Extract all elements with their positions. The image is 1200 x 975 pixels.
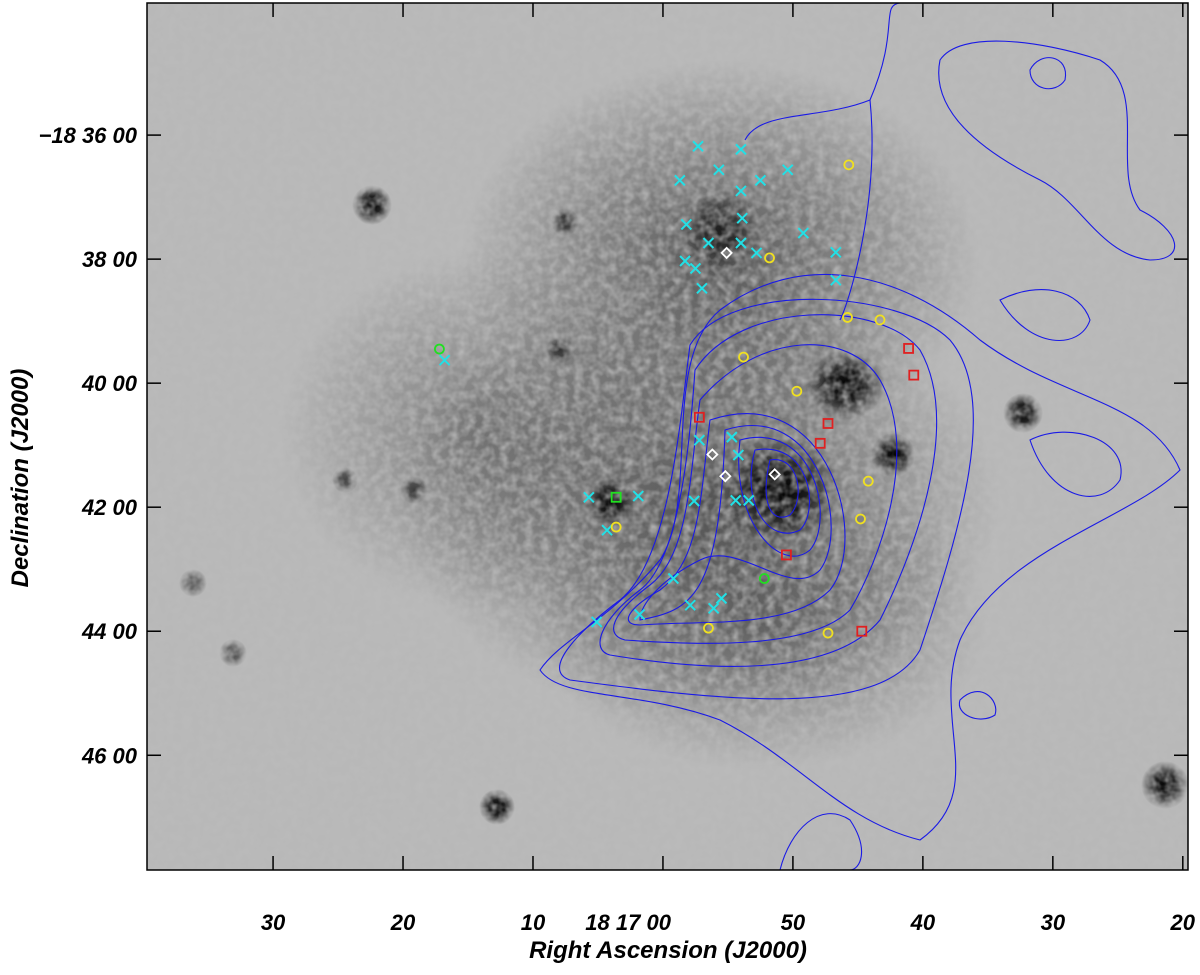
cross-marker — [438, 354, 451, 366]
diamond-marker — [768, 468, 781, 481]
cross-marker — [696, 282, 708, 294]
cross-marker — [674, 174, 686, 187]
circle-marker — [791, 385, 803, 397]
y-tick-label: 46 00 — [81, 743, 138, 768]
y-tick-label: 42 00 — [81, 495, 138, 520]
cross-marker — [707, 602, 720, 614]
cross-marker — [689, 262, 702, 275]
square-marker — [822, 418, 834, 429]
circle-marker — [822, 627, 834, 639]
cross-marker — [743, 494, 755, 507]
cross-marker — [736, 212, 748, 224]
cross-marker — [735, 237, 747, 249]
x-tick-label: 30 — [1041, 910, 1066, 935]
square-marker — [814, 437, 826, 449]
circle-marker — [764, 252, 775, 264]
cross-marker — [726, 431, 738, 443]
y-axis-title: Declination (J2000) — [7, 369, 34, 588]
cross-marker — [830, 274, 842, 286]
cross-marker — [667, 572, 680, 585]
cross-marker — [730, 494, 742, 507]
y-tick-label: 38 00 — [82, 247, 138, 272]
cross-marker — [601, 524, 613, 536]
plot-frame — [146, 2, 1189, 871]
circle-marker — [843, 159, 855, 171]
cross-marker — [782, 164, 794, 176]
cross-marker — [679, 255, 691, 267]
square-marker — [781, 549, 792, 561]
x-tick-label: 40 — [910, 910, 936, 935]
circle-marker — [758, 573, 770, 584]
y-tick-label: 44 00 — [81, 619, 138, 644]
square-marker — [693, 411, 705, 423]
square-marker — [908, 369, 920, 381]
cross-marker — [583, 491, 595, 503]
cross-marker — [680, 218, 693, 231]
cross-marker — [632, 490, 644, 502]
y-tick-label: −18 36 00 — [39, 123, 138, 148]
x-tick-label: 18 17 00 — [585, 910, 671, 935]
circle-marker — [862, 475, 874, 487]
circle-marker — [842, 312, 853, 323]
contours — [539, 3, 1181, 870]
circle-marker — [738, 351, 749, 363]
sky-image — [147, 3, 1188, 870]
cross-marker — [735, 143, 747, 156]
x-tick-label: 10 — [521, 910, 546, 935]
cross-marker — [688, 495, 700, 507]
cross-marker — [692, 140, 704, 152]
x-axis-title: Right Ascension (J2000) — [529, 937, 807, 964]
circle-marker — [855, 513, 866, 525]
x-tick-label: 30 — [261, 910, 286, 935]
square-marker — [903, 343, 914, 354]
cross-marker — [750, 247, 763, 259]
cross-marker — [702, 237, 715, 249]
square-marker — [610, 491, 622, 503]
x-tick-label: 20 — [390, 910, 416, 935]
x-tick-label: 20 — [1170, 910, 1196, 935]
cross-marker — [735, 185, 747, 197]
cross-marker — [754, 174, 767, 187]
cross-marker — [693, 434, 706, 446]
circle-marker — [434, 343, 445, 355]
circle-marker — [703, 622, 714, 634]
y-tick-label: 40 00 — [81, 371, 138, 396]
diamond-marker — [706, 448, 719, 461]
cross-marker — [590, 616, 603, 628]
cross-marker — [715, 592, 728, 605]
cross-marker — [633, 608, 646, 621]
cross-marker — [732, 449, 745, 461]
cross-marker — [713, 164, 725, 176]
cross-marker — [797, 227, 810, 239]
circle-marker — [874, 314, 886, 326]
x-tick-label: 50 — [781, 910, 806, 935]
cross-marker — [830, 246, 842, 259]
diamond-marker — [720, 246, 733, 260]
cross-marker — [684, 599, 696, 611]
circle-marker — [610, 521, 622, 533]
diamond-marker — [719, 469, 732, 483]
square-marker — [856, 625, 868, 637]
